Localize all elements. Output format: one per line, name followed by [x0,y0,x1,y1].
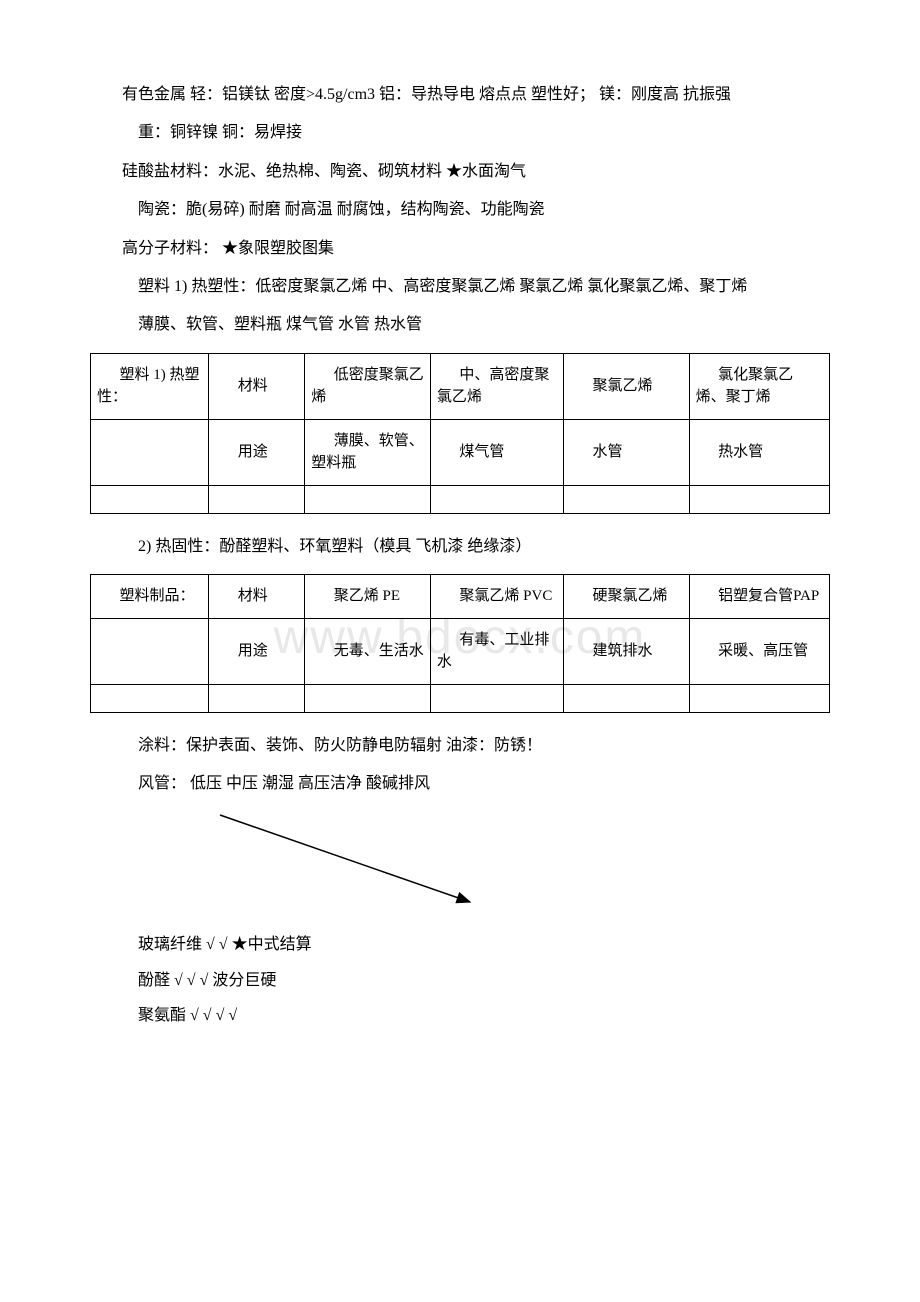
table-row: 用途 薄膜、软管、塑料瓶 煤气管 水管 热水管 [91,419,830,485]
table-cell [305,684,431,712]
table-cell: 聚乙烯 PE [305,575,431,619]
table-cell: 用途 [209,618,305,684]
table-cell: 采暖、高压管 [689,618,829,684]
table-cell: 用途 [209,419,305,485]
table-cell: 低密度聚氯乙烯 [305,353,431,419]
table-cell: 聚氯乙烯 PVC [430,575,563,619]
table-cell [91,419,209,485]
paragraph-coating: 涂料：保护表面、装饰、防火防静电防辐射 油漆：防锈！ [90,731,830,761]
table-cell: 材料 [209,575,305,619]
paragraph-metals-heavy: 重：铜锌镍 铜：易焊接 [90,118,830,148]
table-cell: 氯化聚氯乙烯、聚丁烯 [689,353,829,419]
table-cell: 薄膜、软管、塑料瓶 [305,419,431,485]
table-cell: 中、高密度聚氯乙烯 [430,353,563,419]
document-content: 有色金属 轻：铝镁钛 密度>4.5g/cm3 铝：导热导电 熔点点 塑性好； 镁… [90,80,830,1033]
table-row: 用途 无毒、生活水 有毒、工业排水 建筑排水 采暖、高压管 [91,618,830,684]
arrow-icon [210,807,490,917]
table-cell: 塑料 1) 热塑性： [91,353,209,419]
table-cell: 聚氯乙烯 [563,353,689,419]
table-cell [305,485,431,513]
table-cell: 煤气管 [430,419,563,485]
table-cell [563,485,689,513]
table-cell [91,618,209,684]
paragraph-ceramic: 陶瓷：脆(易碎) 耐磨 耐高温 耐腐蚀，结构陶瓷、功能陶瓷 [90,195,830,225]
table-cell [430,485,563,513]
table-cell [689,684,829,712]
table-cell [209,684,305,712]
table-cell [91,485,209,513]
table-row [91,485,830,513]
paragraph-fiberglass: 玻璃纤维 √ √ ★中式结算 [90,927,830,962]
arrow-diagram [90,807,830,917]
table-row: 塑料 1) 热塑性： 材料 低密度聚氯乙烯 中、高密度聚氯乙烯 聚氯乙烯 氯化聚… [91,353,830,419]
table-cell: 硬聚氯乙烯 [563,575,689,619]
table-cell: 热水管 [689,419,829,485]
paragraph-thermoplastic: 塑料 1) 热塑性：低密度聚氯乙烯 中、高密度聚氯乙烯 聚氯乙烯 氯化聚氯乙烯、… [90,272,830,302]
paragraph-polymer: 高分子材料： ★象限塑胶图集 [90,234,830,264]
table-thermoplastic: 塑料 1) 热塑性： 材料 低密度聚氯乙烯 中、高密度聚氯乙烯 聚氯乙烯 氯化聚… [90,353,830,514]
table-plastic-products: 塑料制品： 材料 聚乙烯 PE 聚氯乙烯 PVC 硬聚氯乙烯 铝塑复合管PAP … [90,574,830,713]
paragraph-thermoset: 2) 热固性：酚醛塑料、环氧塑料（模具 飞机漆 绝缘漆） [90,532,830,562]
table-cell [563,684,689,712]
table-cell: 塑料制品： [91,575,209,619]
paragraph-phenolic: 酚醛 √ √ √ 波分巨硬 [90,963,830,998]
table-cell: 水管 [563,419,689,485]
table-cell: 铝塑复合管PAP [689,575,829,619]
table-cell: 无毒、生活水 [305,618,431,684]
table-cell: 建筑排水 [563,618,689,684]
paragraph-duct: 风管： 低压 中压 潮湿 高压洁净 酸碱排风 [90,769,830,799]
table-cell [430,684,563,712]
paragraph-silicate: 硅酸盐材料：水泥、绝热棉、陶瓷、砌筑材料 ★水面淘气 [90,157,830,187]
table-cell: 材料 [209,353,305,419]
table-row [91,684,830,712]
table-cell [209,485,305,513]
table-cell: 有毒、工业排水 [430,618,563,684]
table-cell [91,684,209,712]
table-row: 塑料制品： 材料 聚乙烯 PE 聚氯乙烯 PVC 硬聚氯乙烯 铝塑复合管PAP [91,575,830,619]
paragraph-polyurethane: 聚氨酯 √ √ √ √ [90,998,830,1033]
table-cell [689,485,829,513]
paragraph-thermoplastic-uses: 薄膜、软管、塑料瓶 煤气管 水管 热水管 [90,310,830,340]
paragraph-metals-light: 有色金属 轻：铝镁钛 密度>4.5g/cm3 铝：导热导电 熔点点 塑性好； 镁… [90,80,830,110]
